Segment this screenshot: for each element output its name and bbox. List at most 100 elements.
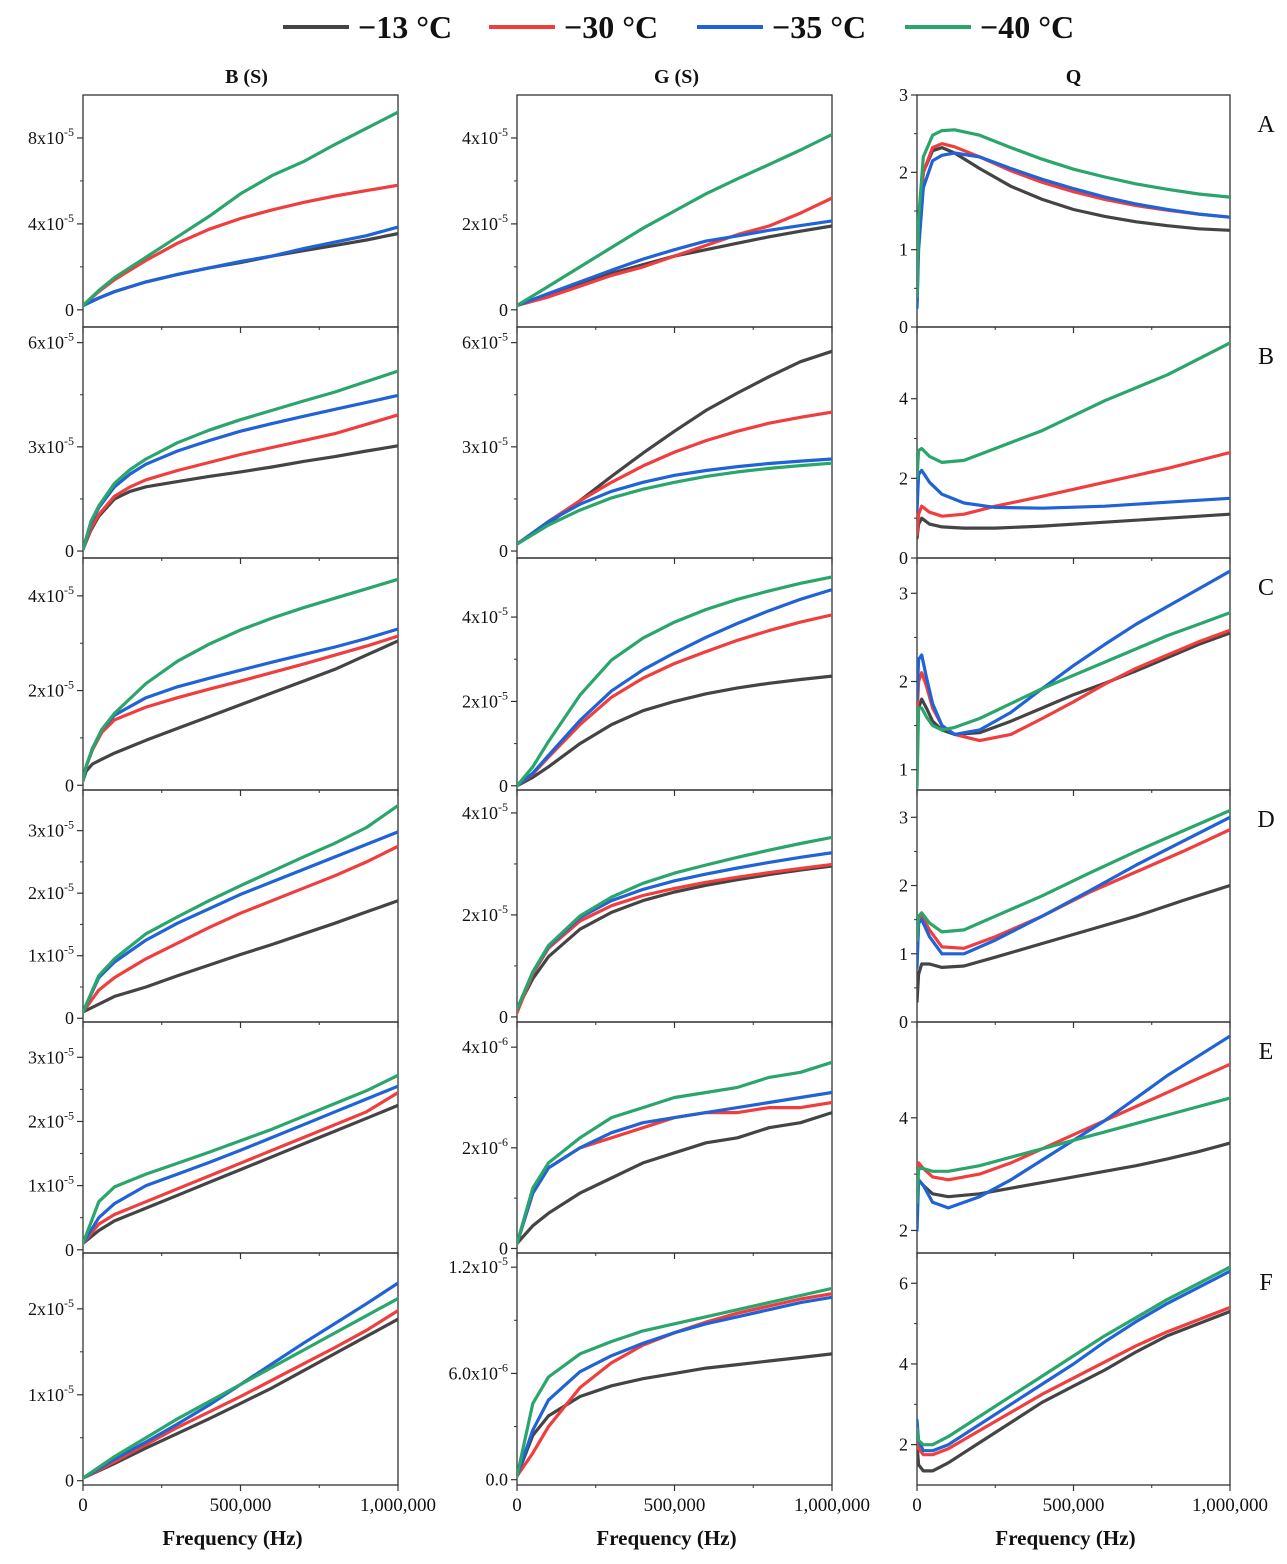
y-tick-label: 3 [899,583,908,603]
series-line-4 [83,369,398,551]
panel-D-B: 0 1x10-5 2x10-5 3x10-5 [28,789,399,1028]
series-line-2 [917,1305,1230,1457]
y-tick-label: 2 [899,162,908,182]
panel-E-B: 0 1x10-5 2x10-5 3x10-5 [28,1021,399,1260]
x-tick-label: 500,000 [644,1495,706,1516]
y-tick-label: 8x10-5 [28,125,74,148]
y-tick-label: 1x10-5 [28,1173,74,1196]
legend-entry: −30 °C [489,9,658,45]
panel-B-Q: 0 2 4 [899,326,1231,568]
series-group [917,128,1230,310]
series-line-1 [917,1141,1230,1204]
plot-frame [516,789,833,1023]
series-line-1 [517,224,832,308]
panel-B-B: 0 3x10-5 6x10-5 [28,326,399,564]
series-line-1 [517,349,832,546]
panel-F-B: 0 1x10-5 2x10-5 [28,1252,399,1491]
series-line-3 [917,468,1230,512]
column-title: B (S) [225,66,268,88]
series-group [917,808,1230,1004]
y-tick-label: 4x10-5 [28,211,74,234]
y-tick-label: 2 [899,1435,908,1455]
series-group [917,1034,1230,1233]
series-line-1 [517,864,832,1011]
series-group [517,575,832,788]
series-line-4 [83,1296,398,1480]
panel-E-Q: 24 [899,1021,1231,1259]
y-tick-label: 0 [65,1008,74,1028]
y-tick-label: 0 [65,775,74,795]
series-group [517,132,832,308]
series-line-3 [517,1090,832,1246]
series-group [517,1286,832,1478]
panel-C-B: 0 2x10-5 4x10-5 [28,557,399,796]
series-group [517,349,832,546]
legend-label: −13 °C [358,9,452,45]
y-tick-label: 0 [499,541,508,561]
plot-frame [916,1252,1231,1486]
y-tick-label: 4 [899,389,908,409]
x-tick-label: 1,000,000 [1192,1495,1268,1516]
x-tick-label: 500,000 [1043,1495,1105,1516]
x-tick-label: 0 [912,1495,922,1516]
series-line-1 [83,639,398,783]
y-tick-label: 1.2x10-5 [449,1254,509,1277]
series-line-1 [517,674,832,788]
series-line-3 [917,151,1230,310]
series-line-4 [517,1286,832,1478]
series-line-1 [917,631,1230,737]
series-line-4 [917,1096,1230,1204]
series-line-3 [917,1269,1230,1453]
x-tick-label: 1,000,000 [794,1495,870,1516]
panel-A-B: 0 4x10-5 8x10-5 [28,94,399,333]
panel-C-Q: 1 2 3 [899,557,1231,796]
series-line-2 [917,450,1230,536]
row-label: F [1259,1270,1272,1296]
column-titles: B (S) G (S) Q [225,66,1081,88]
series-group [83,577,398,783]
legend-label: −40 °C [980,9,1074,45]
series-line-4 [83,803,398,1014]
y-tick-label: 1 [899,944,908,964]
y-tick-label: 1x10-5 [28,1382,74,1405]
y-tick-label: 0 [65,1240,74,1260]
y-tick-label: 2 [899,671,908,691]
legend: −13 °C −30 °C −35 °C −40 °C [283,9,1074,45]
series-line-2 [83,844,398,1014]
x-tick-label: 500,000 [210,1495,272,1516]
y-tick-label: 3x10-5 [28,1044,74,1067]
series-line-4 [517,1060,832,1246]
y-tick-label: 6.0x10-6 [449,1360,509,1383]
series-line-3 [83,1084,398,1246]
series-line-1 [517,1352,832,1478]
panel-D-Q: 0 1 2 3 [899,789,1231,1032]
series-line-3 [83,225,398,308]
series-line-4 [83,1073,398,1246]
series-line-4 [917,808,1230,942]
series-group [83,803,398,1014]
series-line-4 [917,128,1230,298]
legend-entry: −40 °C [905,9,1074,45]
plot-frame [82,789,399,1023]
series-group [917,341,1230,540]
y-tick-label: 2x10-5 [462,211,508,234]
series-line-1 [517,1110,832,1246]
series-line-3 [517,457,832,546]
series-line-3 [917,1034,1230,1233]
series-line-4 [917,1265,1230,1447]
series-line-3 [517,1295,832,1478]
series-line-4 [517,461,832,546]
series-line-3 [83,830,398,1014]
y-tick-label: 1 [899,760,908,780]
x-axis-labels: 0 500,000 1,000,000 Frequency (Hz) 0 500,000 1… [78,1495,1268,1550]
row-label: E [1259,1039,1274,1065]
panel-A-G: 0 2x10-5 4x10-5 [462,94,833,333]
legend-entry: −35 °C [697,9,866,45]
plot-frame [82,326,399,559]
y-tick-label: 0 [499,776,508,796]
series-line-3 [517,219,832,308]
plot-frame [916,789,1231,1023]
row-label: A [1257,112,1275,138]
y-tick-label: 6 [899,1273,908,1293]
panel-C-G: 0 2x10-5 4x10-5 [462,557,833,796]
